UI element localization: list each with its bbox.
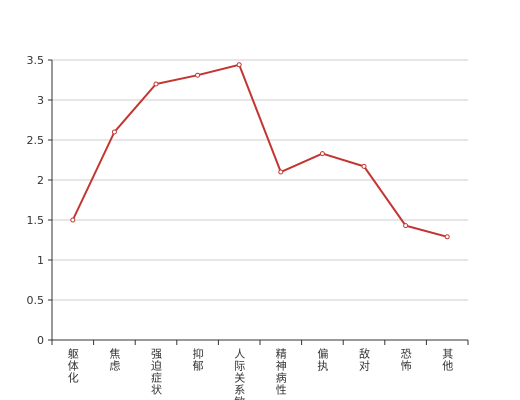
- x-tick-label: 精神病性: [274, 348, 287, 396]
- point: [403, 223, 409, 229]
- x-tick-label: 躯体化: [66, 348, 79, 384]
- x-tick-label: 焦虑: [108, 348, 121, 372]
- x-tick-label: 其他: [441, 348, 454, 372]
- point: [236, 62, 242, 68]
- point: [444, 234, 450, 240]
- x-tick-label: 人际关系敏感: [233, 348, 246, 400]
- x-tick-label: 敌对: [358, 347, 371, 372]
- point: [319, 151, 325, 157]
- y-tick-label: 0.5: [27, 294, 45, 307]
- y-tick-label: 1: [37, 254, 44, 267]
- point: [111, 129, 117, 135]
- point: [70, 217, 76, 223]
- y-tick-label: 0: [37, 334, 44, 347]
- point: [195, 72, 201, 78]
- line: [71, 63, 448, 238]
- y-tick-label: 3.5: [27, 54, 45, 67]
- y-tick-label: 2: [37, 174, 44, 187]
- point: [278, 169, 284, 175]
- x-tick-label: 抑郁: [191, 347, 204, 372]
- x-tick-label: 强迫症状: [150, 348, 163, 396]
- point: [361, 163, 367, 169]
- x-tick-label: 恐怖: [399, 348, 412, 372]
- point: [153, 81, 159, 87]
- y-tick-label: 1.5: [27, 214, 45, 227]
- x-tick-label: 偏执: [316, 347, 329, 372]
- y-tick-label: 2.5: [27, 134, 45, 147]
- y-tick-label: 3: [37, 94, 44, 107]
